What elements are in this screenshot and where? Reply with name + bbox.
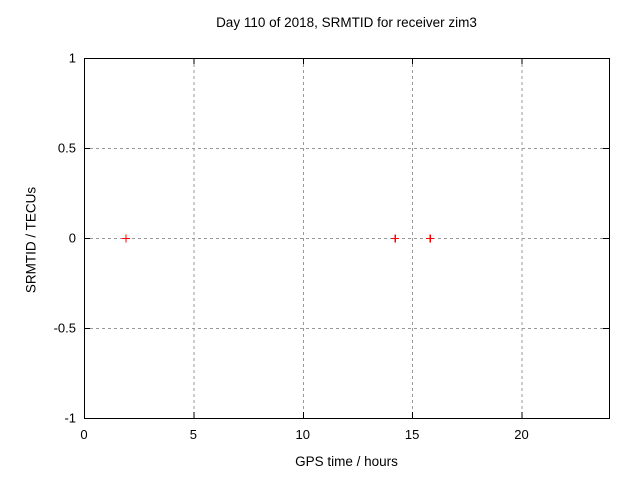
- x-tick-label: 0: [80, 427, 87, 442]
- x-axis-label: GPS time / hours: [295, 454, 398, 469]
- x-tick-label: 10: [296, 427, 310, 442]
- chart-title: Day 110 of 2018, SRMTID for receiver zim…: [216, 15, 477, 30]
- x-tick-label: 15: [405, 427, 419, 442]
- y-tick-label: 0: [69, 231, 76, 246]
- x-tick-label: 20: [514, 427, 528, 442]
- y-tick-label: 1: [69, 51, 76, 66]
- x-tick-label: 5: [190, 427, 197, 442]
- y-tick-label: 0.5: [58, 141, 76, 156]
- y-tick-label: -0.5: [54, 321, 76, 336]
- y-tick-label: -1: [64, 411, 76, 426]
